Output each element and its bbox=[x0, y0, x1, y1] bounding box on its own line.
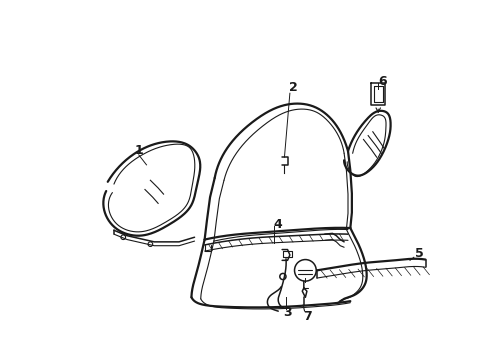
Text: 7: 7 bbox=[303, 310, 312, 323]
Text: 1: 1 bbox=[134, 144, 143, 157]
Text: 4: 4 bbox=[274, 218, 283, 231]
Text: 2: 2 bbox=[290, 81, 298, 94]
Text: 3: 3 bbox=[283, 306, 292, 319]
Text: 6: 6 bbox=[379, 75, 387, 88]
Text: 5: 5 bbox=[415, 247, 424, 260]
